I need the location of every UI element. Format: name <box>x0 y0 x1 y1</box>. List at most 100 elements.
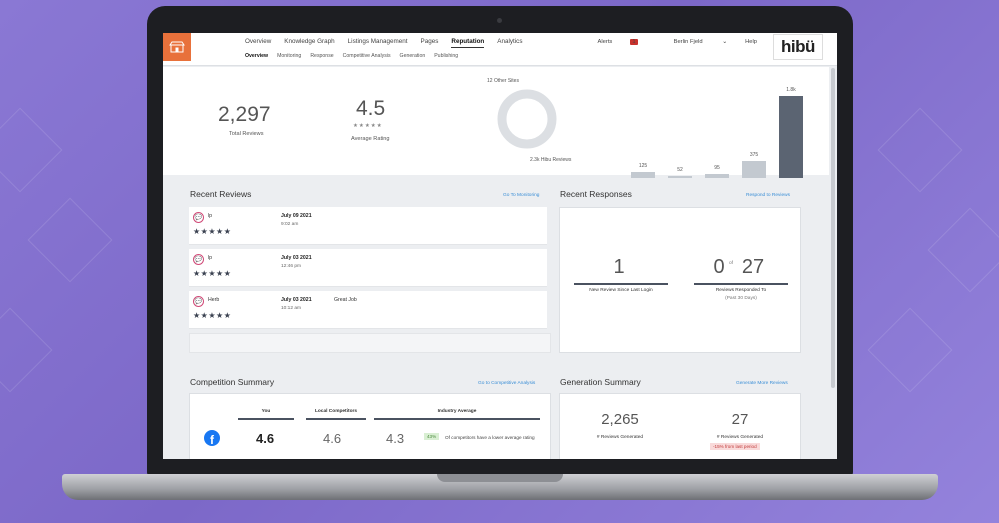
app-logo[interactable] <box>163 33 191 61</box>
nav-analytics[interactable]: Analytics <box>497 38 523 45</box>
review-bubble-icon: 💬 <box>193 296 204 307</box>
rating-bar-1 <box>631 172 655 178</box>
app-screen: Overview Knowledge Graph Listings Manage… <box>163 33 837 459</box>
review-date: July 03 2021 <box>281 255 312 261</box>
total-reviews-label: Total Reviews <box>229 131 264 137</box>
generation-summary-section: Generation Summary Generate More Reviews… <box>555 367 829 459</box>
rating-bar-2 <box>668 175 692 178</box>
subnav-monitoring[interactable]: Monitoring <box>277 53 302 59</box>
laptop-base <box>62 474 938 500</box>
nav-right-controls: Alerts 1 Berlin Fjeld ⌄ Help <box>562 39 757 45</box>
average-rating-label: Average Rating <box>351 136 390 142</box>
rating-bar-5 <box>779 96 803 178</box>
subnav-overview[interactable]: Overview <box>245 53 269 59</box>
new-reviews-count: 1 <box>613 256 625 278</box>
review-time: 12:46 pm <box>281 264 302 269</box>
background-hex-decoration <box>0 307 53 393</box>
reviewer-name: Herb <box>208 297 220 303</box>
total-responses-count: 27 <box>741 256 765 278</box>
page-scrollbar[interactable] <box>831 68 835 388</box>
background-hex-decoration <box>927 207 999 293</box>
go-to-monitoring-link[interactable]: Go To Monitoring <box>503 193 540 198</box>
reviews-generated-recent: 27 <box>731 411 749 428</box>
sub-nav: Overview Monitoring Response Competitive… <box>245 53 467 59</box>
recent-responses-title: Recent Responses <box>560 189 632 199</box>
user-label: Berlin Fjeld <box>673 39 703 45</box>
subnav-response[interactable]: Response <box>310 53 334 59</box>
background-hex-decoration <box>877 107 963 193</box>
review-stars: ★★★★★ <box>193 311 232 320</box>
rating-bar-value: 125 <box>638 163 648 170</box>
average-rating-value: 4.5 <box>356 97 386 120</box>
nav-reputation[interactable]: Reputation <box>451 38 485 48</box>
responded-sublabel: (Past 30 Days) <box>725 296 757 301</box>
nav-listings-management[interactable]: Listings Management <box>347 38 408 45</box>
main-nav: Overview Knowledge Graph Listings Manage… <box>245 38 535 48</box>
total-reviews-value: 2,297 <box>218 103 271 126</box>
col-industry-underline <box>374 418 540 420</box>
review-time: 9:02 am <box>281 222 299 227</box>
top-navigation: Overview Knowledge Graph Listings Manage… <box>163 33 837 66</box>
review-row[interactable]: 💬 lp ★★★★★ July 03 2021 12:46 pm <box>189 249 547 287</box>
camera-icon <box>497 18 502 23</box>
review-date: July 09 2021 <box>281 213 312 219</box>
laptop-frame: Overview Knowledge Graph Listings Manage… <box>147 6 853 478</box>
reviews-source-donut <box>497 89 557 149</box>
responded-label: Reviews Responded To <box>715 288 767 293</box>
review-stars: ★★★★★ <box>193 227 232 236</box>
of-label: of <box>728 261 733 266</box>
review-bubble-icon: 💬 <box>193 254 204 265</box>
rating-bar-value: 375 <box>749 151 759 158</box>
review-date: July 03 2021 <box>281 297 312 303</box>
storefront-icon <box>169 41 185 53</box>
facebook-icon: f <box>204 430 220 446</box>
generation-card: 2,265 # Reviews Generated 27 # Reviews G… <box>559 393 801 459</box>
change-badge: -15% from last period <box>710 443 760 450</box>
subnav-publishing[interactable]: Publishing <box>434 53 459 59</box>
chevron-down-icon: ⌄ <box>722 39 728 45</box>
average-rating-stars: ★★★★★ <box>353 123 383 129</box>
recent-responses-section: Recent Responses Respond to Reviews 1 Ne… <box>555 179 829 359</box>
alerts-badge: 1 <box>630 39 638 45</box>
subnav-generation[interactable]: Generation <box>399 53 426 59</box>
col-industry-header: Industry Average <box>437 409 477 414</box>
nav-knowledge-graph[interactable]: Knowledge Graph <box>284 38 335 45</box>
new-reviews-label: New Review Since Last Login <box>589 288 653 293</box>
laptop-notch <box>437 474 563 482</box>
nav-pages[interactable]: Pages <box>420 38 439 45</box>
background-hex-decoration <box>867 307 953 393</box>
review-comment: Great Job <box>334 297 357 303</box>
rating-distribution-chart: 1251 star522 stars953 stars3754 stars1.8… <box>623 67 823 187</box>
generate-more-reviews-link[interactable]: Generate More Reviews <box>736 381 788 386</box>
recent-reviews-section: Recent Reviews Go To Monitoring 💬 lp ★★★… <box>163 179 555 359</box>
alerts-button[interactable]: Alerts 1 <box>580 39 638 45</box>
donut-bottom-label: 2.3k Hibu Reviews <box>530 157 572 163</box>
background-hex-decoration <box>27 197 113 283</box>
responded-count: 0 <box>713 256 725 278</box>
local-rating: 4.6 <box>323 431 342 446</box>
reviews-generated-total: 2,265 <box>601 411 639 428</box>
subnav-competitive-analysis[interactable]: Competitive Analysis <box>342 53 391 59</box>
overview-panel: 2,297 Total Reviews 4.5 ★★★★★ Average Ra… <box>163 67 829 187</box>
help-link[interactable]: Help <box>745 39 757 45</box>
review-stars: ★★★★★ <box>193 269 232 278</box>
reviews-generated-total-label: # Reviews Generated <box>596 435 644 440</box>
nav-overview[interactable]: Overview <box>245 38 272 45</box>
review-row[interactable]: 💬 lp ★★★★★ July 09 2021 9:02 am <box>189 207 547 245</box>
rating-bar-value: 52 <box>677 166 683 173</box>
industry-rating: 4.3 <box>386 431 405 446</box>
responded-underline <box>694 283 788 285</box>
rating-bar-4 <box>742 160 766 178</box>
respond-to-reviews-link[interactable]: Respond to Reviews <box>746 193 790 198</box>
review-row[interactable]: 💬 Herb ★★★★★ July 03 2021 10:12 am Great… <box>189 291 547 329</box>
reviewer-name: lp <box>208 213 213 219</box>
col-you-underline <box>238 418 294 420</box>
reviews-generated-recent-label: # Reviews Generated <box>716 435 764 440</box>
col-local-underline <box>306 418 366 420</box>
go-to-competitive-analysis-link[interactable]: Go to Competitive Analysis <box>478 381 536 386</box>
alerts-label: Alerts <box>597 39 613 45</box>
user-menu[interactable]: Berlin Fjeld ⌄ <box>656 39 727 45</box>
donut-top-label: 12 Other Sites <box>487 78 519 84</box>
competitor-percent-badge: 43% <box>424 433 440 440</box>
col-local-header: Local Competitors <box>314 409 358 414</box>
